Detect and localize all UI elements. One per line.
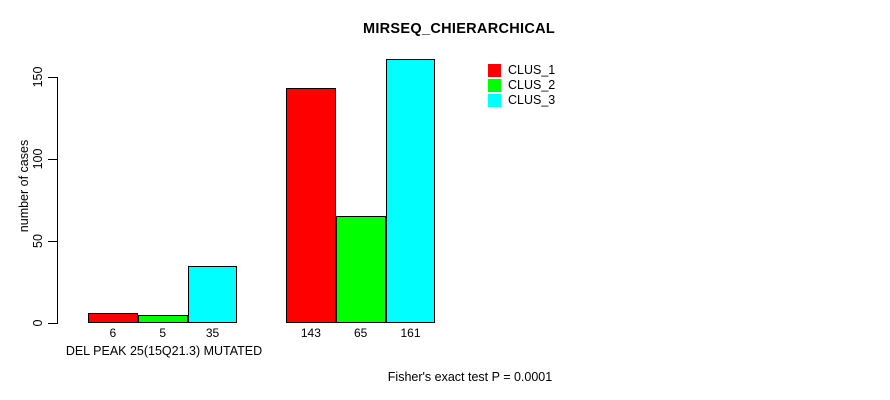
y-tick-mark [48,322,57,324]
y-tick-mark [48,76,57,78]
bar-clus_2-group2 [335,216,386,323]
bar-clus_1-group2 [286,88,336,323]
chart-title: MIRSEQ_CHIERARCHICAL [362,21,556,37]
y-axis-line [57,77,58,324]
y-tick-mark [48,158,57,160]
legend-swatch [488,64,501,77]
bar-value-label: 6 [109,326,117,340]
legend-item: CLUS_2 [488,78,555,93]
fisher-test-annotation: Fisher's exact test P = 0.0001 [387,370,553,384]
legend-swatch [488,94,501,107]
y-axis-label: number of cases [17,139,31,233]
bar-clus_2-group1 [137,314,188,323]
y-tick-label: 100 [31,148,45,170]
y-tick-mark [48,240,57,242]
bar-clus_3-group1 [187,265,238,323]
legend: CLUS_1 CLUS_2 CLUS_3 [488,63,555,108]
legend-swatch [488,79,501,92]
bar-clus_3-group2 [385,58,436,323]
legend-label: CLUS_3 [508,93,556,107]
legend-label: CLUS_2 [508,78,556,92]
legend-label: CLUS_1 [508,63,556,77]
bar-value-label: 65 [354,326,368,340]
bar-value-label: 5 [159,326,167,340]
legend-item: CLUS_1 [488,63,555,78]
x-group-label: DEL PEAK 25(15Q21.3) MUTATED [65,344,263,358]
bar-value-label: 161 [400,326,421,340]
legend-item: CLUS_3 [488,93,555,108]
y-tick-label: 50 [31,234,45,248]
bar-value-label: 143 [300,326,321,340]
bar-clus_1-group1 [88,313,138,323]
y-tick-label: 150 [31,66,45,88]
y-tick-label: 0 [31,319,45,327]
bar-value-label: 35 [205,326,220,340]
